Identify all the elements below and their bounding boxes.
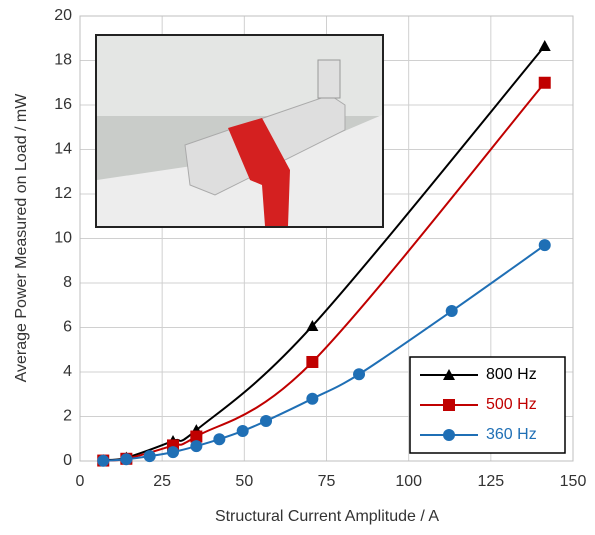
marker <box>167 446 180 459</box>
inset-photo <box>95 34 384 228</box>
x-tick-label: 100 <box>395 473 422 490</box>
legend-label: 500 Hz <box>486 396 537 413</box>
x-tick-label: 0 <box>76 473 85 490</box>
x-tick-label: 75 <box>318 473 336 490</box>
x-tick-label: 50 <box>235 473 253 490</box>
x-tick-label: 125 <box>477 473 504 490</box>
y-tick-label: 12 <box>54 185 72 202</box>
marker <box>143 450 156 463</box>
marker <box>236 424 249 437</box>
x-axis-title: Structural Current Amplitude / A <box>215 508 439 525</box>
legend: 800 Hz 500 Hz 360 Hz <box>409 356 566 454</box>
y-tick-label: 16 <box>54 96 72 113</box>
legend-marker <box>443 429 455 441</box>
legend-label: 360 Hz <box>486 426 537 443</box>
y-tick-label: 0 <box>63 452 72 469</box>
marker <box>97 454 110 467</box>
legend-label: 800 Hz <box>486 366 537 383</box>
marker <box>213 433 226 446</box>
y-tick-label: 6 <box>63 319 72 336</box>
y-axis-title: Average Power Measured on Load / mW <box>13 93 30 383</box>
photo-module <box>317 59 341 99</box>
marker <box>538 239 551 252</box>
marker <box>538 40 551 52</box>
marker <box>353 368 366 381</box>
y-tick-label: 8 <box>63 274 72 291</box>
photo-tape <box>228 118 290 226</box>
legend-marker <box>443 399 455 411</box>
marker <box>120 453 133 466</box>
legend-marker <box>443 369 455 380</box>
plot-frame <box>79 15 574 462</box>
y-tick-label: 10 <box>54 230 72 247</box>
marker <box>538 76 551 89</box>
y-tick-label: 4 <box>63 363 72 380</box>
y-tick-label: 14 <box>54 141 72 158</box>
y-tick-label: 2 <box>63 408 72 425</box>
y-tick-label: 20 <box>54 7 72 24</box>
marker <box>445 305 458 318</box>
y-tick-label: 18 <box>54 52 72 69</box>
marker <box>190 430 203 443</box>
marker <box>260 414 273 427</box>
marker <box>306 319 319 331</box>
marker <box>190 440 203 453</box>
x-tick-label: 150 <box>560 473 587 490</box>
x-tick-label: 25 <box>153 473 171 490</box>
marker <box>306 355 319 368</box>
marker <box>306 392 319 405</box>
